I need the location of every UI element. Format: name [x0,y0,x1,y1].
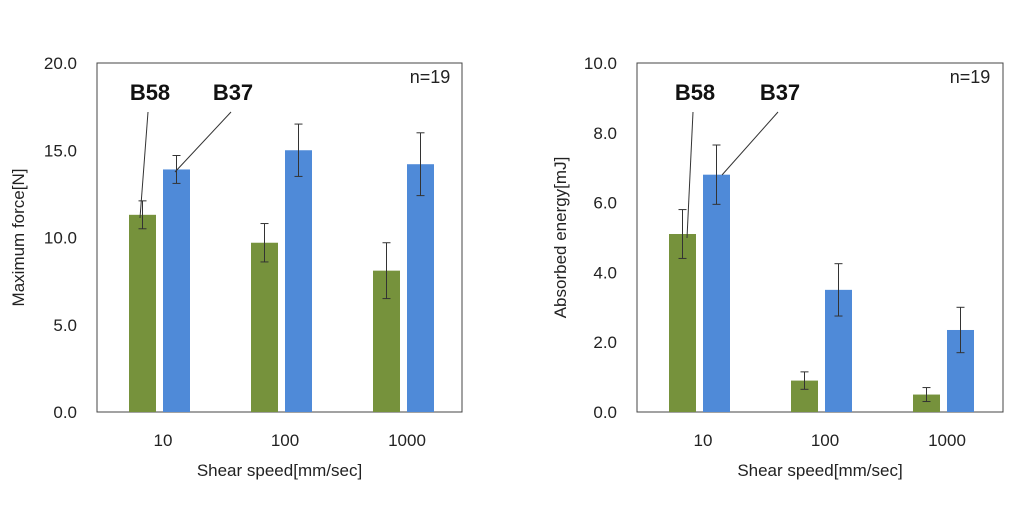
y-tick-label: 15.0 [44,141,77,160]
x-tick-label: 100 [811,431,839,450]
x-tick-label: 10 [694,431,713,450]
leader-line-b37 [174,111,232,173]
plot-frame-2 [636,62,1004,413]
x-axis-title: Shear speed[mm/sec] [737,461,902,480]
y-axis-title: Maximum force[N] [9,169,28,307]
y-tick-label: 8.0 [593,124,617,143]
x-axis-title: Shear speed[mm/sec] [197,461,362,480]
bar-b58 [913,394,940,412]
y-tick-label: 4.0 [593,263,617,282]
leader-line-b37 [721,111,779,176]
bar-b37 [407,164,434,412]
leader-line-b58 [139,111,149,219]
bar-b37 [163,169,190,412]
y-tick-label: 6.0 [593,194,617,213]
series-label-b58: B58 [130,80,170,105]
series-label-b37: B37 [760,80,800,105]
bar-b37 [285,150,312,412]
bar-b37 [703,174,730,412]
sample-size-label: n=19 [950,67,991,87]
y-tick-label: 10.0 [584,54,617,73]
y-tick-label: 10.0 [44,229,77,248]
plot-frame-1 [96,62,463,413]
y-tick-label: 0.0 [53,403,77,422]
bar-b58 [669,234,696,412]
x-tick-label: 100 [271,431,299,450]
sample-size-label: n=19 [410,67,451,87]
bar-b58 [129,214,156,412]
y-axis-title: Absorbed energy[mJ] [551,157,570,319]
bar-b58 [251,242,278,412]
leader-line-b58 [686,111,694,239]
y-tick-label: 20.0 [44,54,77,73]
series-label-b37: B37 [213,80,253,105]
x-tick-label: 1000 [388,431,426,450]
y-tick-label: 5.0 [53,316,77,335]
x-tick-label: 10 [154,431,173,450]
y-tick-label: 0.0 [593,403,617,422]
x-tick-label: 1000 [928,431,966,450]
series-label-b58: B58 [675,80,715,105]
y-tick-label: 2.0 [593,333,617,352]
